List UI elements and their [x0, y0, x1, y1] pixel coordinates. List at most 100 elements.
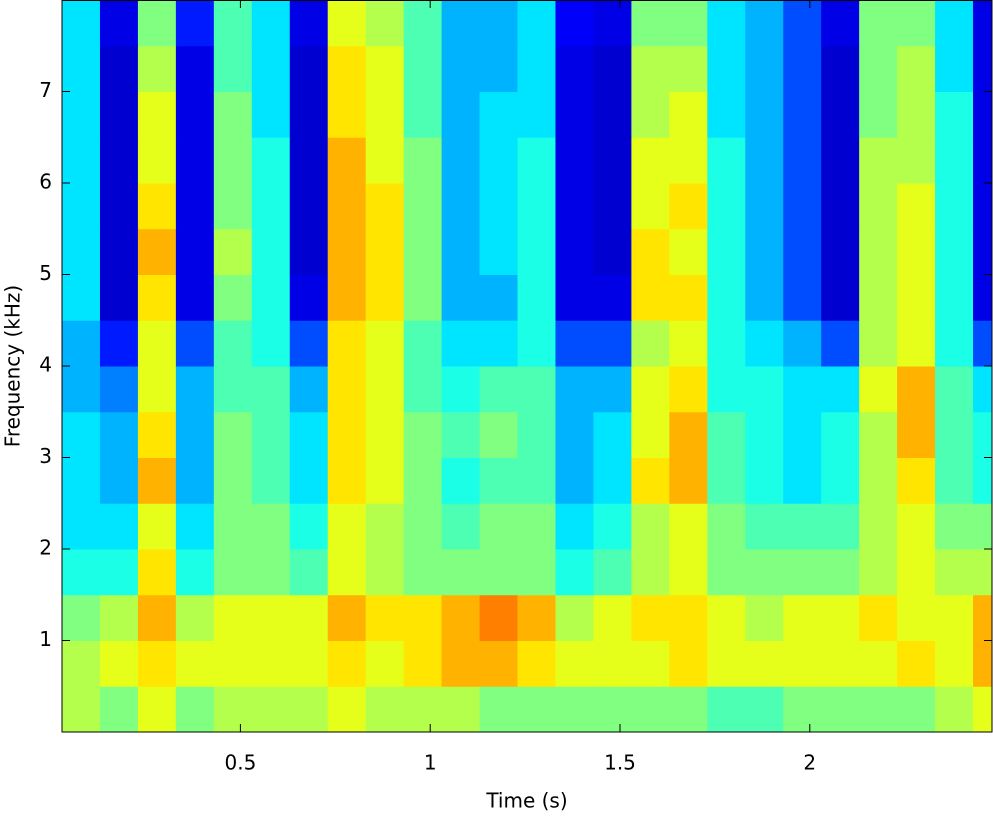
cell: [783, 0, 822, 47]
cell: [251, 457, 291, 504]
cell: [821, 0, 860, 47]
cell: [973, 274, 992, 321]
x-tick-label: 1.5: [604, 751, 636, 775]
cell: [517, 457, 556, 504]
cell: [973, 594, 992, 641]
cell: [555, 594, 594, 641]
cell: [403, 686, 443, 732]
cell: [251, 366, 291, 413]
cell: [745, 686, 784, 732]
cell: [897, 549, 936, 596]
cell: [213, 320, 253, 367]
cell: [62, 183, 101, 230]
cell: [99, 411, 139, 458]
cell: [289, 411, 329, 458]
cell: [973, 320, 992, 367]
cell: [517, 45, 556, 92]
cell: [479, 228, 519, 275]
cell: [973, 640, 992, 687]
cell: [593, 503, 632, 550]
cell: [593, 274, 632, 321]
cell: [251, 686, 291, 732]
cell: [251, 274, 291, 321]
cell: [973, 503, 992, 550]
cell: [99, 183, 139, 230]
cell: [669, 457, 708, 504]
cell: [935, 137, 974, 184]
cell: [441, 640, 481, 687]
cell: [745, 137, 784, 184]
cell: [973, 137, 992, 184]
cell: [213, 411, 253, 458]
cell: [213, 594, 253, 641]
cell: [593, 457, 632, 504]
cell: [403, 457, 443, 504]
cell: [859, 45, 898, 92]
cell: [99, 640, 139, 687]
cell: [289, 640, 329, 687]
cell: [479, 320, 519, 367]
cell: [289, 91, 329, 138]
cell: [365, 137, 405, 184]
cell: [935, 503, 974, 550]
cell: [403, 640, 443, 687]
cell: [251, 549, 291, 596]
cell: [175, 274, 215, 321]
cell: [517, 91, 556, 138]
cell: [137, 686, 177, 732]
cell: [175, 91, 215, 138]
cell: [973, 686, 992, 732]
cell: [213, 503, 253, 550]
cell: [137, 549, 177, 596]
cell: [251, 594, 291, 641]
cell: [897, 503, 936, 550]
cell: [973, 228, 992, 275]
cell: [251, 183, 291, 230]
cell: [631, 503, 670, 550]
cell: [593, 0, 632, 47]
cell: [175, 45, 215, 92]
cell: [213, 45, 253, 92]
cell: [745, 0, 784, 47]
cell: [593, 137, 632, 184]
cell: [365, 594, 405, 641]
cell: [707, 411, 746, 458]
cell: [479, 686, 519, 732]
cell: [707, 228, 746, 275]
cell: [555, 549, 594, 596]
cell: [403, 549, 443, 596]
cell: [935, 594, 974, 641]
cell: [631, 45, 670, 92]
cell: [99, 549, 139, 596]
cell: [631, 549, 670, 596]
cell: [479, 366, 519, 413]
cell: [707, 274, 746, 321]
cell: [707, 457, 746, 504]
cell: [897, 45, 936, 92]
cell: [897, 594, 936, 641]
cell: [441, 366, 481, 413]
cell: [973, 183, 992, 230]
cell: [517, 549, 556, 596]
cell: [213, 366, 253, 413]
cell: [365, 183, 405, 230]
cell: [783, 137, 822, 184]
cell: [897, 91, 936, 138]
cell: [555, 183, 594, 230]
cell: [631, 686, 670, 732]
cell: [935, 640, 974, 687]
cell: [669, 549, 708, 596]
cell: [669, 411, 708, 458]
cell: [859, 320, 898, 367]
cell: [783, 457, 822, 504]
cell: [289, 503, 329, 550]
cell: [783, 594, 822, 641]
cell: [441, 91, 481, 138]
cell: [707, 640, 746, 687]
cell: [631, 594, 670, 641]
cell: [251, 137, 291, 184]
cell: [631, 411, 670, 458]
cell: [213, 0, 253, 47]
cell: [365, 549, 405, 596]
cell: [327, 457, 367, 504]
